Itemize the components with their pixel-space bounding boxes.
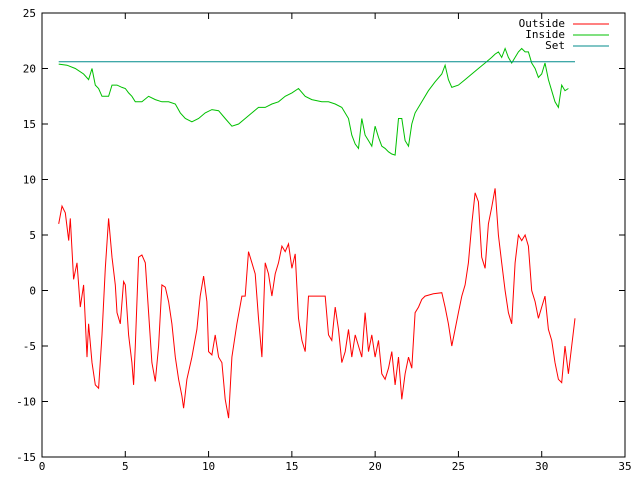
legend-label-set: Set bbox=[545, 39, 565, 52]
x-axis: 0 5 10 15 20 25 30 35 bbox=[39, 13, 632, 473]
x-tick-label: 0 bbox=[39, 460, 46, 473]
y-tick-label: -15 bbox=[16, 451, 36, 464]
x-tick-label: 15 bbox=[285, 460, 298, 473]
y-tick-label: 10 bbox=[23, 174, 36, 187]
y-tick-label: 5 bbox=[29, 229, 36, 242]
plot-frame bbox=[41, 12, 626, 458]
y-axis: -15 -10 -5 0 5 10 15 20 25 bbox=[16, 7, 625, 464]
series-line-inside bbox=[58, 47, 569, 156]
y-tick-label: 0 bbox=[29, 285, 36, 298]
legend-label-outside: Outside bbox=[519, 17, 565, 30]
x-tick-label: 30 bbox=[535, 460, 548, 473]
y-tick-label: 15 bbox=[23, 118, 36, 131]
legend-label-inside: Inside bbox=[525, 28, 565, 41]
series-line-outside bbox=[58, 188, 576, 419]
x-tick-label: 5 bbox=[122, 460, 129, 473]
y-tick-label: -10 bbox=[16, 396, 36, 409]
y-tick-label: 20 bbox=[23, 63, 36, 76]
x-tick-label: 35 bbox=[618, 460, 631, 473]
y-tick-label: 25 bbox=[23, 7, 36, 20]
x-tick-label: 25 bbox=[452, 460, 465, 473]
y-tick-label: -5 bbox=[23, 340, 36, 353]
plot-lines-layer bbox=[58, 47, 576, 419]
x-tick-label: 10 bbox=[202, 460, 215, 473]
x-tick-label: 20 bbox=[369, 460, 382, 473]
